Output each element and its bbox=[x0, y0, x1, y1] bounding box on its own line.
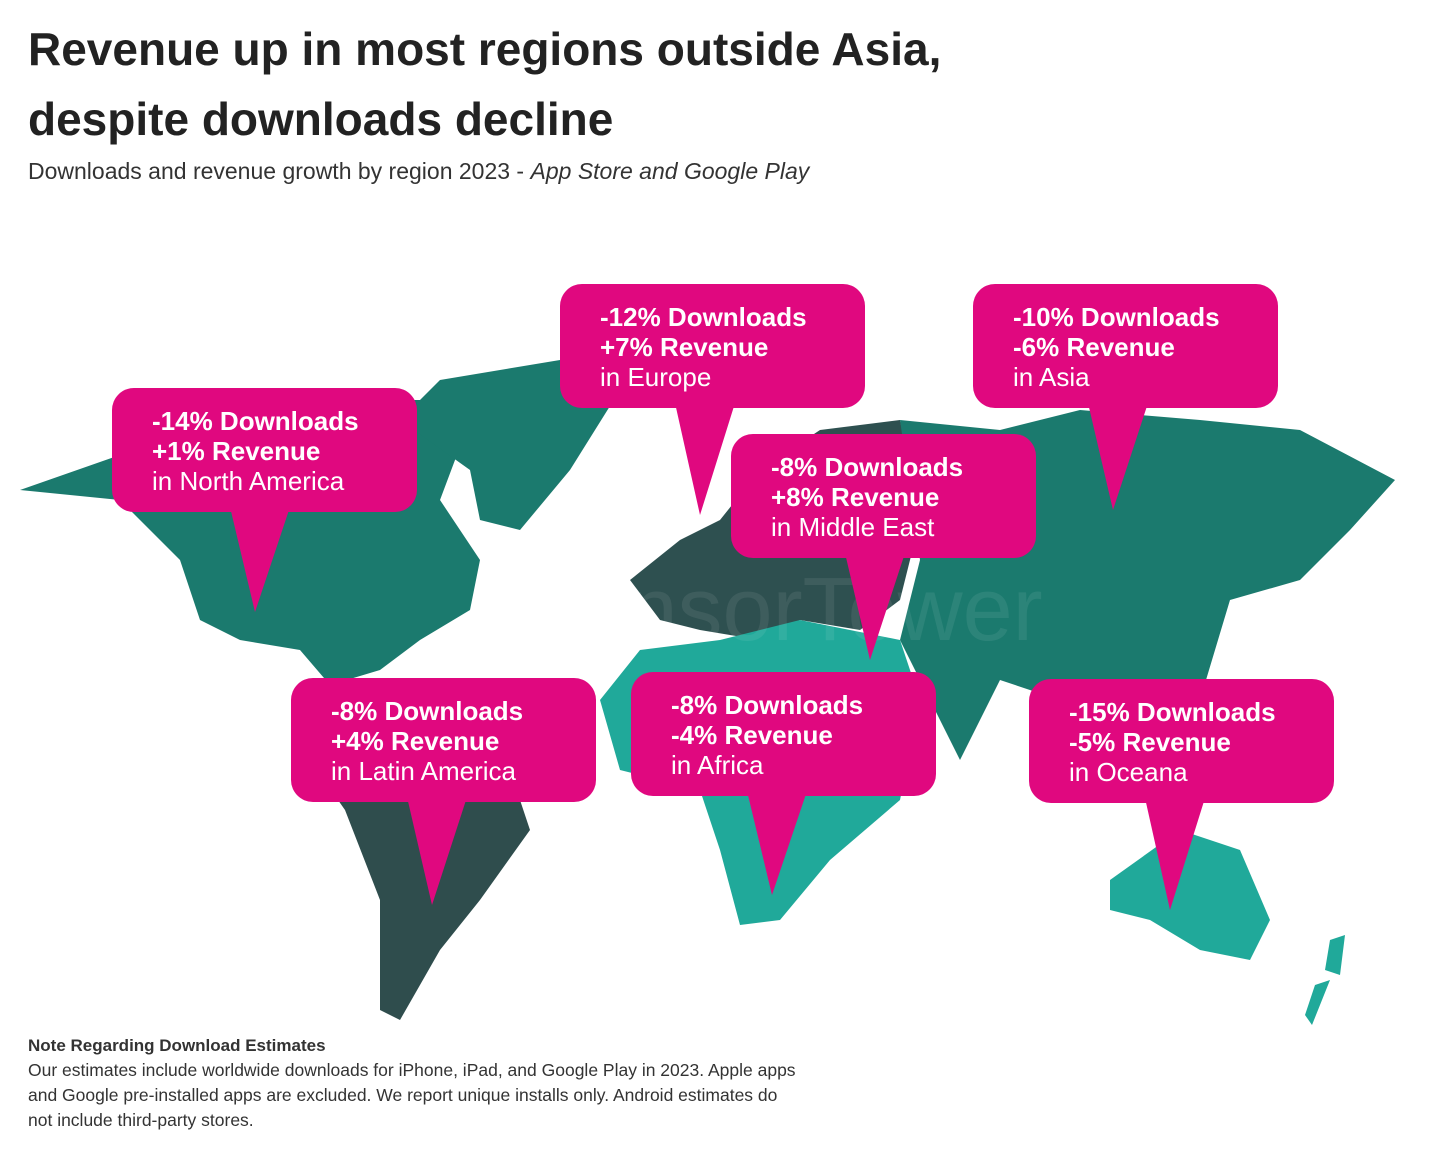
callout-downloads: -8% Downloads bbox=[771, 452, 963, 482]
callout-tail bbox=[1088, 403, 1148, 510]
callout-region: in Europe bbox=[600, 362, 711, 392]
callout-box bbox=[731, 434, 1036, 558]
callout-tail bbox=[230, 507, 290, 612]
callout-box bbox=[631, 672, 936, 796]
subtitle: Downloads and revenue growth by region 2… bbox=[28, 158, 809, 185]
callout-revenue: -5% Revenue bbox=[1069, 727, 1231, 757]
subtitle-text: Downloads and revenue growth by region 2… bbox=[28, 158, 531, 184]
callout-downloads: -12% Downloads bbox=[600, 302, 807, 332]
callout-downloads: -10% Downloads bbox=[1013, 302, 1220, 332]
callout-region: in Middle East bbox=[771, 512, 935, 542]
callout-revenue: +4% Revenue bbox=[331, 726, 499, 756]
callout-region: in Oceana bbox=[1069, 757, 1188, 787]
callout-region: in North America bbox=[152, 466, 345, 496]
callout-tail bbox=[1145, 798, 1205, 910]
callout-region: in Asia bbox=[1013, 362, 1090, 392]
note-title: Note Regarding Download Estimates bbox=[28, 1036, 326, 1055]
title-line: despite downloads decline bbox=[28, 93, 614, 145]
note: Note Regarding Download Estimates Our est… bbox=[28, 1033, 798, 1133]
callout-region: in Latin America bbox=[331, 756, 517, 786]
callout-box bbox=[973, 284, 1278, 408]
callout-downloads: -8% Downloads bbox=[331, 696, 523, 726]
callout-box bbox=[291, 678, 596, 802]
oceania bbox=[1110, 830, 1270, 960]
greenland bbox=[400, 360, 620, 530]
callout-revenue: -4% Revenue bbox=[671, 720, 833, 750]
callout-revenue: +8% Revenue bbox=[771, 482, 939, 512]
callout-box bbox=[560, 284, 865, 408]
callout-tail bbox=[747, 791, 807, 895]
new-zealand bbox=[1305, 935, 1345, 1025]
note-body: Our estimates include worldwide download… bbox=[28, 1060, 796, 1130]
callout-tail bbox=[845, 553, 905, 660]
callout-downloads: -8% Downloads bbox=[671, 690, 863, 720]
callout-box bbox=[1029, 679, 1334, 803]
watermark: SensorTower bbox=[517, 560, 1042, 660]
callout-box bbox=[112, 388, 417, 512]
title: Revenue up in most regions outside Asia,… bbox=[28, 14, 941, 154]
callout-region: in Africa bbox=[671, 750, 764, 780]
callout-tail bbox=[407, 797, 467, 905]
callout-revenue: -6% Revenue bbox=[1013, 332, 1175, 362]
title-line: Revenue up in most regions outside Asia, bbox=[28, 23, 942, 75]
subtitle-source: App Store and Google Play bbox=[530, 158, 810, 184]
callout-downloads: -14% Downloads bbox=[152, 406, 359, 436]
callout-downloads: -15% Downloads bbox=[1069, 697, 1276, 727]
callout-revenue: +1% Revenue bbox=[152, 436, 320, 466]
callout-revenue: +7% Revenue bbox=[600, 332, 768, 362]
callout-tail bbox=[675, 403, 735, 515]
